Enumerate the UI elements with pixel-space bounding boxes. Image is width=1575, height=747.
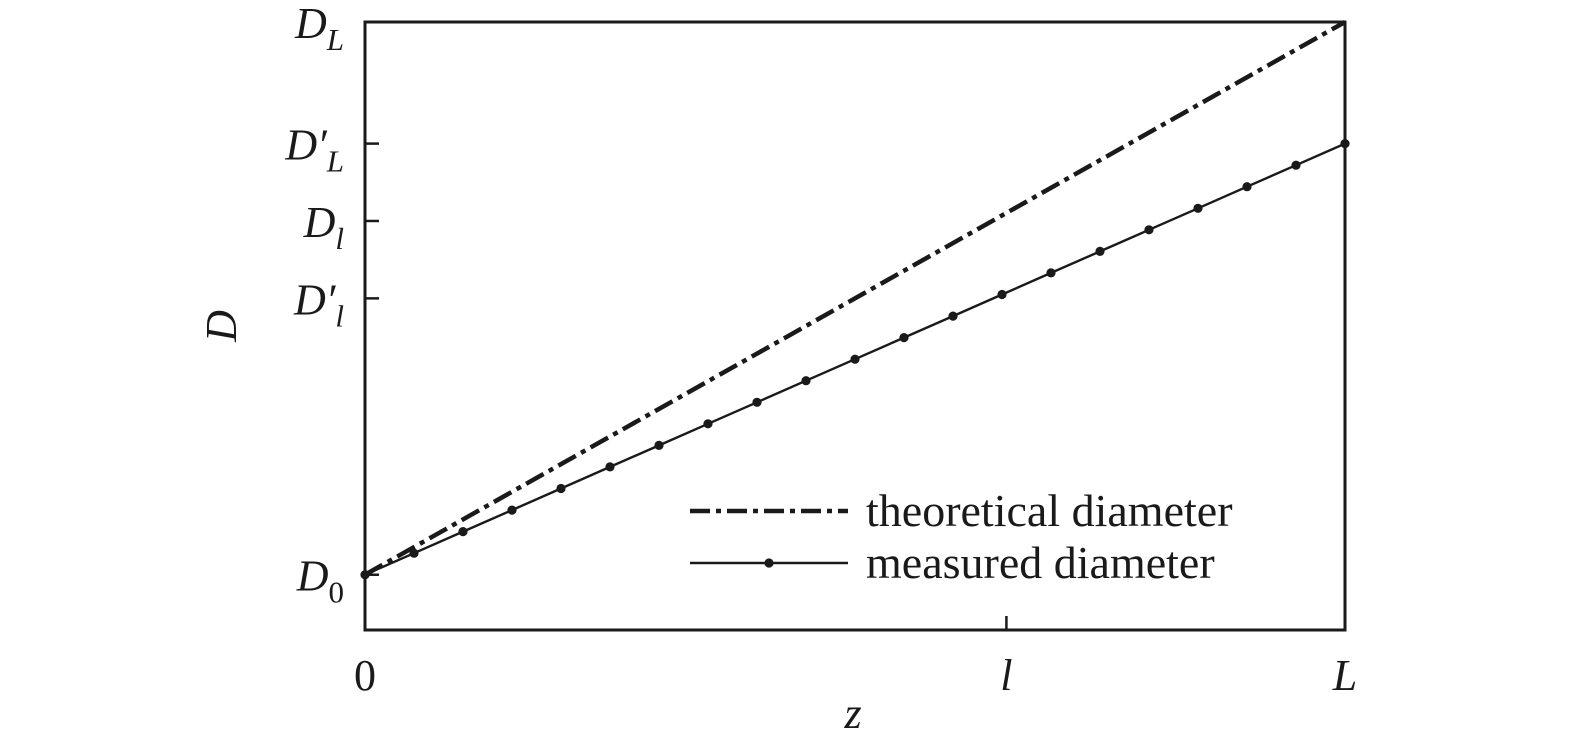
y-tick-label: DL <box>294 0 344 57</box>
label-layer: D0 D′l Dl D′L DL 0 l L <box>284 0 1357 700</box>
legend-label-theoretical-diameter: theoretical diameter <box>866 485 1233 536</box>
measured-diameter-point <box>703 419 713 429</box>
legend-label-measured-diameter: measured diameter <box>866 537 1215 588</box>
measured-diameter-point <box>1144 225 1154 235</box>
measured-diameter-point <box>850 354 860 364</box>
measured-diameter-point <box>1046 268 1056 278</box>
x-tick-label: l <box>1000 651 1012 700</box>
measured-diameter-point <box>556 483 566 494</box>
measured-diameter-point <box>1340 139 1350 149</box>
y-tick-label: D′l <box>293 275 344 333</box>
measured-diameter-point <box>458 527 468 537</box>
x-tick-label: 0 <box>354 651 376 700</box>
measured-diameter-point <box>752 397 762 407</box>
measured-diameter-point <box>948 311 958 321</box>
x-axis-title: z <box>843 689 861 738</box>
plot-frame <box>363 20 1347 632</box>
y-tick-label: D0 <box>296 552 344 610</box>
measured-diameter-point <box>1193 203 1203 213</box>
x-tick-label: L <box>1332 651 1357 700</box>
theoretical-diameter-line <box>363 20 1347 577</box>
legend-marker-measured-diameter <box>764 558 774 568</box>
measured-diameter-point <box>1095 246 1105 256</box>
measured-diameter-point <box>1242 182 1252 192</box>
series-layer <box>360 20 1350 580</box>
measured-diameter-point <box>409 548 419 558</box>
y-tick-label: Dl <box>303 198 344 256</box>
measured-diameter-point <box>507 505 517 515</box>
measured-diameter-point <box>801 376 811 386</box>
measured-diameter-point <box>997 289 1007 300</box>
y-axis-title: D <box>197 310 246 343</box>
measured-diameter-point <box>654 440 664 450</box>
y-tick-label: D′L <box>284 121 344 179</box>
tick-layer <box>365 20 1008 630</box>
measured-diameter-point <box>899 333 909 343</box>
measured-diameter-point <box>1291 160 1301 170</box>
measured-diameter-point <box>605 462 615 472</box>
